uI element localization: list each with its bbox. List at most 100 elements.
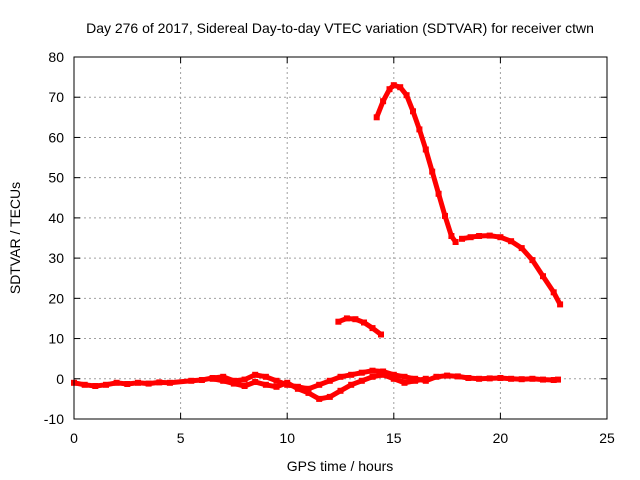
data-point — [508, 375, 515, 382]
data-point — [435, 190, 442, 197]
data-point — [92, 383, 99, 389]
x-axis-label: GPS time / hours — [287, 458, 394, 474]
data-point — [557, 301, 564, 308]
data-point — [433, 373, 440, 380]
data-point — [145, 380, 152, 387]
data-point — [452, 239, 459, 245]
data-point — [326, 393, 333, 400]
data-point — [103, 381, 109, 388]
x-tick-label: 5 — [177, 430, 185, 446]
x-tick-label: 20 — [493, 430, 509, 446]
data-point — [348, 381, 355, 388]
data-point — [497, 234, 504, 241]
data-point — [380, 368, 387, 375]
data-point — [422, 146, 429, 153]
data-point — [369, 373, 376, 380]
grid-lines — [74, 57, 607, 419]
data-point — [401, 373, 408, 380]
data-point — [156, 379, 163, 386]
data-point — [550, 377, 557, 383]
data-point — [361, 319, 367, 326]
data-point — [373, 114, 380, 121]
data-point — [220, 373, 227, 380]
data-point — [262, 373, 269, 380]
data-point — [241, 383, 248, 389]
data-point — [220, 377, 227, 384]
data-point — [348, 371, 355, 378]
data-point — [124, 381, 131, 387]
data-point — [305, 385, 312, 392]
y-tick-label: 40 — [48, 210, 64, 226]
y-axis-label: SDTVAR / TECUs — [7, 182, 23, 294]
data-point — [166, 379, 173, 386]
data-point — [410, 108, 416, 115]
data-point — [369, 367, 376, 374]
data-point — [198, 377, 205, 383]
data-point — [188, 377, 195, 384]
data-point — [476, 375, 483, 382]
data-point — [518, 376, 525, 383]
data-point — [209, 375, 216, 382]
y-tick-label: 20 — [48, 290, 64, 306]
data-point — [518, 245, 525, 252]
data-point — [386, 86, 393, 93]
data-point — [378, 331, 384, 338]
y-tick-label: 0 — [56, 371, 64, 387]
data-point — [369, 325, 376, 332]
data-point — [508, 238, 515, 245]
data-point — [335, 318, 342, 325]
data-point — [316, 395, 323, 402]
data-point — [81, 381, 88, 388]
data-point — [459, 235, 465, 242]
y-tick-label: 10 — [48, 331, 64, 347]
series-line-1 — [71, 368, 561, 392]
data-point — [476, 233, 483, 239]
data-point — [337, 373, 344, 380]
data-point — [401, 379, 408, 386]
data-point — [380, 371, 387, 378]
data-point — [352, 316, 359, 323]
y-tick-label: 80 — [48, 49, 64, 65]
data-point — [412, 377, 419, 384]
data-point — [380, 98, 387, 105]
data-point — [230, 380, 237, 387]
data-point — [294, 385, 301, 392]
x-tick-label: 0 — [70, 430, 78, 446]
data-point — [305, 389, 312, 396]
y-tick-label: 50 — [48, 170, 64, 186]
data-point — [540, 273, 546, 280]
data-point — [497, 375, 504, 381]
data-point — [273, 383, 280, 390]
data-point — [465, 375, 472, 381]
y-tick-label: 60 — [48, 129, 64, 145]
y-tick-label: 70 — [48, 89, 64, 105]
data-point — [273, 377, 280, 384]
data-point — [486, 375, 493, 382]
data-point — [337, 387, 344, 394]
data-point — [390, 82, 397, 89]
data-point — [241, 376, 248, 383]
plot-frame — [73, 56, 608, 420]
data-point — [416, 126, 423, 133]
data-point — [486, 232, 493, 239]
chart-title: Day 276 of 2017, Sidereal Day-to-day VTE… — [86, 20, 594, 36]
data-point — [135, 379, 141, 386]
data-point — [390, 375, 397, 382]
data-point — [284, 379, 291, 386]
data-point — [397, 84, 404, 91]
data-point — [467, 234, 474, 241]
data-point — [252, 379, 259, 385]
data-point — [529, 375, 536, 382]
data-point — [403, 92, 410, 99]
data-point — [358, 377, 365, 384]
data-point — [358, 369, 365, 376]
data-point — [343, 315, 350, 322]
data-point — [448, 233, 455, 239]
data-point — [454, 373, 461, 380]
y-tick-label: -10 — [44, 411, 64, 427]
data-point — [444, 372, 451, 379]
data-point — [422, 375, 429, 382]
plot-area — [71, 82, 564, 402]
data-point — [390, 371, 397, 378]
data-point — [540, 376, 546, 383]
